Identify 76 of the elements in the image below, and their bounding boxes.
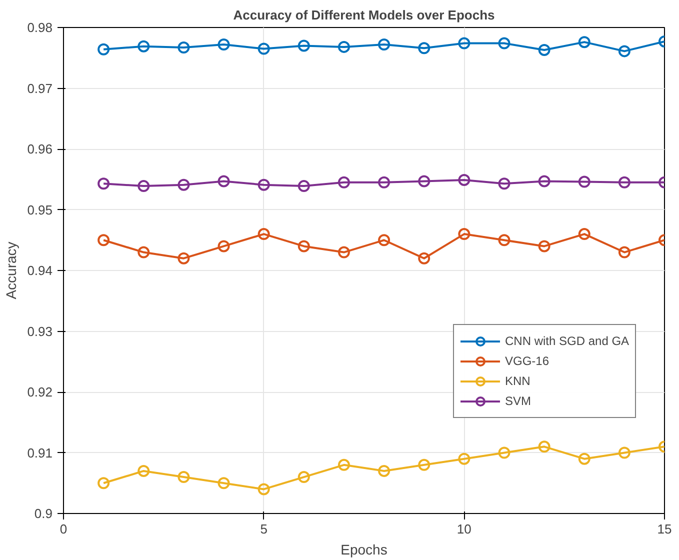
point bbox=[618, 446, 630, 459]
point bbox=[218, 240, 230, 252]
y-tick-label: 0.96 bbox=[27, 142, 53, 156]
point bbox=[538, 44, 550, 56]
point bbox=[138, 464, 150, 477]
point bbox=[458, 228, 470, 240]
y-tick-label: 0.98 bbox=[27, 20, 53, 35]
y-tick-label: 0.91 bbox=[27, 445, 53, 460]
point bbox=[458, 452, 470, 465]
point bbox=[378, 38, 390, 50]
point bbox=[578, 176, 590, 188]
y-tick-label: 0.9 bbox=[34, 506, 53, 521]
point bbox=[258, 42, 270, 55]
point bbox=[538, 440, 550, 453]
point bbox=[178, 42, 190, 54]
point bbox=[178, 252, 190, 264]
point bbox=[178, 471, 190, 484]
point bbox=[338, 176, 350, 188]
x-tick-label: 15 bbox=[657, 522, 672, 536]
x-tick-label: 10 bbox=[456, 522, 472, 536]
y-tick-label: 0.93 bbox=[27, 324, 53, 339]
point bbox=[418, 458, 430, 471]
point bbox=[378, 176, 390, 188]
point bbox=[298, 471, 310, 484]
point bbox=[578, 228, 590, 240]
point bbox=[578, 36, 590, 48]
point bbox=[538, 240, 550, 252]
chart-title: Accuracy of Different Models over Epochs bbox=[233, 8, 495, 22]
point bbox=[138, 246, 150, 258]
x-tick-label: 0 bbox=[60, 522, 68, 536]
point bbox=[338, 40, 350, 53]
point bbox=[498, 234, 510, 246]
point bbox=[338, 246, 350, 258]
point bbox=[98, 43, 110, 56]
point bbox=[298, 180, 310, 192]
point bbox=[218, 477, 230, 490]
legend-label: KNN bbox=[505, 374, 530, 388]
point bbox=[618, 246, 630, 258]
y-tick-label: 0.95 bbox=[27, 202, 53, 218]
point bbox=[218, 175, 230, 188]
point bbox=[98, 178, 110, 190]
point bbox=[378, 234, 390, 246]
point bbox=[258, 178, 270, 191]
point bbox=[378, 464, 390, 477]
x-axis-title: Epochs bbox=[340, 542, 388, 558]
point bbox=[538, 175, 550, 188]
point bbox=[418, 175, 430, 188]
legend-label: CNN with SGD and GA bbox=[505, 334, 630, 348]
point bbox=[618, 45, 630, 58]
point bbox=[298, 240, 310, 252]
point bbox=[498, 446, 510, 459]
legend-label: VGG-16 bbox=[505, 354, 550, 368]
point bbox=[498, 37, 510, 50]
point bbox=[578, 452, 590, 465]
point bbox=[458, 37, 470, 50]
point bbox=[98, 477, 110, 490]
point bbox=[418, 252, 430, 264]
point bbox=[178, 178, 190, 191]
point bbox=[218, 38, 230, 50]
x-tick-label: 5 bbox=[260, 522, 268, 536]
y-tick-label: 0.97 bbox=[27, 80, 53, 96]
point bbox=[338, 458, 350, 471]
point bbox=[498, 178, 510, 190]
point bbox=[258, 483, 270, 496]
point bbox=[418, 42, 430, 54]
point bbox=[458, 174, 470, 186]
point bbox=[138, 180, 150, 192]
y-tick-label: 0.94 bbox=[27, 263, 53, 278]
point bbox=[98, 234, 110, 246]
point bbox=[258, 228, 270, 240]
point bbox=[618, 176, 630, 188]
legend-label: SVM bbox=[505, 394, 532, 408]
point bbox=[138, 40, 150, 52]
y-axis-title: Accuracy bbox=[3, 242, 20, 300]
point bbox=[298, 40, 310, 52]
y-tick-label: 0.92 bbox=[27, 384, 53, 400]
